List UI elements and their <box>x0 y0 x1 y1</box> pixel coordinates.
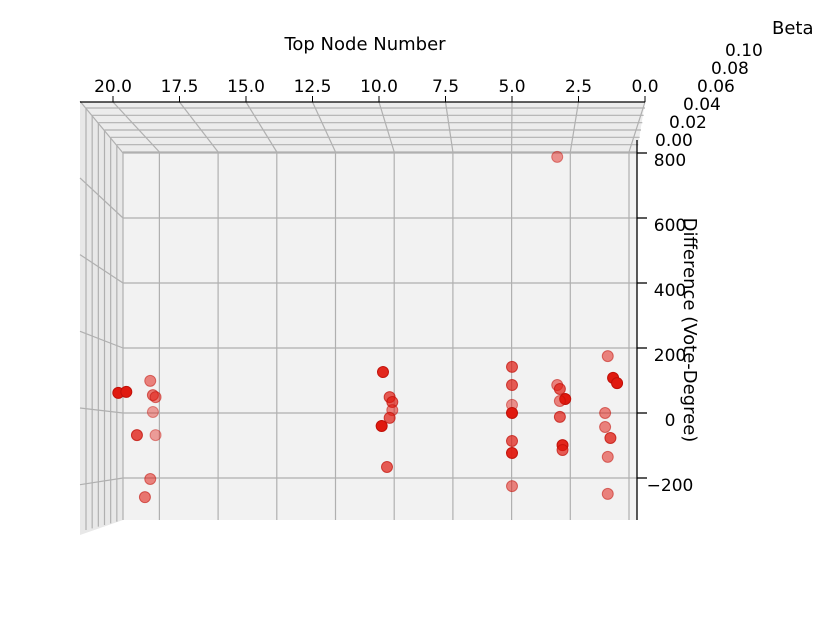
data-point <box>556 444 569 457</box>
y-gridline-left <box>79 254 124 284</box>
x-gridline-top <box>444 101 454 153</box>
y-gridline-left <box>79 477 124 486</box>
data-point <box>144 374 157 387</box>
x-gridline-top <box>569 101 580 153</box>
x-tick-label: 12.5 <box>294 77 332 97</box>
data-point <box>149 429 162 442</box>
x-gridline-top <box>628 101 646 153</box>
x-tick-label: 5.0 <box>498 77 525 97</box>
data-point <box>551 150 564 163</box>
y-gridline-left <box>79 407 124 414</box>
x-tick-label: 20.0 <box>94 77 132 97</box>
data-point <box>601 350 614 363</box>
y-gridline-left <box>79 177 124 219</box>
z-tick-label: 0.02 <box>669 113 707 133</box>
x-axis-label: Top Node Number <box>283 34 446 55</box>
data-point <box>149 391 162 404</box>
x-gridline-top <box>378 101 395 153</box>
data-point <box>553 382 566 395</box>
data-point <box>506 434 518 447</box>
x-tick-label: 15.0 <box>227 77 265 97</box>
data-point <box>120 385 133 398</box>
x-tick-label: 10.0 <box>360 77 398 97</box>
data-point <box>553 410 566 423</box>
y-tick-label: 400 <box>654 281 686 301</box>
data-point <box>599 420 612 433</box>
data-point <box>375 420 388 432</box>
data-point <box>506 379 518 392</box>
data-point <box>138 491 151 504</box>
x-tick-label: 17.5 <box>161 77 199 97</box>
y-tick-label: −200 <box>647 476 694 496</box>
gridlines <box>79 100 646 530</box>
data-point <box>599 407 612 419</box>
z-tick-label: 0.00 <box>655 131 693 151</box>
x-ticks: 20.0 17.5 15.0 12.5 10.0 7.5 5.0 2.5 0.0 <box>94 77 659 102</box>
left-pane <box>80 102 123 535</box>
data-point <box>611 377 624 390</box>
y-tick-label: 200 <box>654 346 686 366</box>
x-gridline-top <box>311 101 337 153</box>
z-tick-label: 0.06 <box>697 77 735 97</box>
y-gridline-left <box>79 100 124 154</box>
x-gridline-top <box>179 101 219 153</box>
y-tick-label: 800 <box>654 151 686 171</box>
data-point <box>601 487 614 500</box>
y-tick-label: 0 <box>665 411 676 431</box>
z-tick-label: 0.04 <box>683 95 721 115</box>
z-tick-label: 0.10 <box>725 41 763 61</box>
x-gridline-top <box>245 101 278 153</box>
data-point <box>383 411 396 424</box>
back-pane <box>123 152 637 520</box>
z-tick-label: 0.08 <box>711 59 749 79</box>
y-ticks: 800 600 400 200 0 −200 <box>637 151 693 496</box>
y-tick-label: 600 <box>654 216 686 236</box>
z-axis-label: Beta <box>772 18 814 39</box>
data-point <box>604 432 617 445</box>
points <box>112 150 624 504</box>
data-point <box>553 394 566 407</box>
y-gridline-left <box>79 330 124 349</box>
x-gridline-top <box>112 101 160 153</box>
data-point <box>506 446 518 459</box>
x-tick-label: 7.5 <box>432 77 459 97</box>
z-ticks: 0.000.020.040.060.080.10 <box>655 41 763 151</box>
data-point <box>376 366 389 379</box>
data-point <box>146 406 159 419</box>
x-tick-label: 2.5 <box>565 77 592 97</box>
y-axis-label: Difference (Vote-Degree) <box>679 218 700 443</box>
data-point <box>601 450 614 463</box>
data-point <box>380 460 393 473</box>
data-point <box>144 472 157 485</box>
data-point <box>506 480 518 493</box>
data-point <box>130 429 143 442</box>
data-point <box>506 360 518 373</box>
x-tick-label: 0.0 <box>631 77 658 97</box>
data-point <box>506 407 518 419</box>
top-pane <box>80 102 645 152</box>
